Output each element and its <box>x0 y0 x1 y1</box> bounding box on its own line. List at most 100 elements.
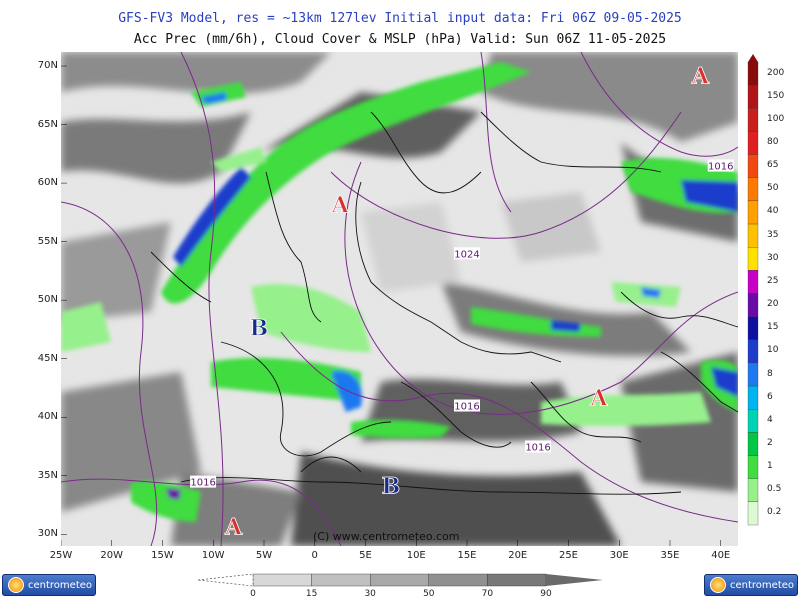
latitude-label: 35N <box>37 469 58 481</box>
precip-scale-label: 25 <box>767 275 779 286</box>
watermark: (C) www.centrometeo.com <box>313 530 459 543</box>
precip-scale-label: 10 <box>767 345 779 356</box>
isobar-label: 1016 <box>707 159 734 173</box>
precip-scale-label: 0.2 <box>767 507 782 518</box>
precip-scale-label: 50 <box>767 183 779 194</box>
precip-color-cell <box>747 61 759 86</box>
cloud-color-cell <box>252 573 312 587</box>
coastlines <box>150 111 738 495</box>
precip-color-cell <box>747 455 759 479</box>
latitude-label: 50N <box>37 294 58 306</box>
precip-color-cell <box>747 84 759 109</box>
svg-text:1016: 1016 <box>525 442 550 453</box>
precip-scale-label: 40 <box>767 206 779 217</box>
low-pressure-center: B <box>382 473 401 499</box>
precip-scale-label: 30 <box>767 252 779 263</box>
longitude-label: 0 <box>311 550 318 561</box>
longitude-label: 25E <box>558 550 578 561</box>
longitude-label: 40E <box>711 550 731 561</box>
cloud-color-cell <box>428 573 488 587</box>
low-pressure-center: B <box>250 315 269 341</box>
isobar-label: 1016 <box>525 440 552 453</box>
cloud-scale-label: 0 <box>250 589 256 599</box>
precip-scale-label: 80 <box>767 137 779 148</box>
precip-scale-label: 150 <box>767 90 785 101</box>
precip-color-cell <box>747 223 759 248</box>
precip-scale-label: 20 <box>767 299 779 310</box>
latitude-label: 65N <box>37 118 58 130</box>
isobar-label: 1016 <box>190 475 217 489</box>
latitude-label: 30N <box>37 528 58 540</box>
precip-color-cell <box>747 293 759 317</box>
precip-color-cell <box>747 501 759 526</box>
precip-color-cell <box>747 247 759 271</box>
graticule <box>61 65 721 546</box>
high-pressure-center: A <box>589 386 608 412</box>
longitude-label: 35E <box>660 550 680 561</box>
latitude-label: 55N <box>37 235 58 247</box>
cloud-color-cell <box>487 573 547 587</box>
longitude-label: 10E <box>406 550 426 561</box>
high-pressure-center: A <box>331 192 350 218</box>
longitude-label: 20E <box>508 550 528 561</box>
precip-scale-label: 8 <box>767 368 773 379</box>
precip-color-cell <box>747 432 759 456</box>
forecast-map: 1016 1024 1016 1016 1016 A A A A B B (C) www.cent… <box>61 52 738 546</box>
svg-text:1016: 1016 <box>454 402 479 413</box>
precipitation-layer <box>61 62 738 522</box>
longitude-label: 15E <box>457 550 477 561</box>
precip-color-cell <box>747 177 759 202</box>
high-pressure-center: A <box>691 64 710 90</box>
longitude-label: 30E <box>609 550 629 561</box>
longitude-label: 20W <box>100 550 124 561</box>
precip-color-cell <box>747 270 759 294</box>
longitude-label: 10W <box>201 550 225 561</box>
precip-scale-label: 65 <box>767 160 779 171</box>
pressure-center-markers: A A A A B B <box>224 63 711 540</box>
isobars <box>61 52 738 546</box>
precip-color-cell <box>747 385 759 410</box>
centrometeo-logo-left[interactable]: centrometeo <box>2 574 96 596</box>
precip-scale-label: 35 <box>767 229 779 240</box>
longitude-label: 5E <box>359 550 372 561</box>
longitude-label: 5W <box>255 550 273 561</box>
cloud-scale-label: 70 <box>481 589 494 599</box>
latitude-label: 60N <box>37 177 58 189</box>
model-info-title: GFS-FV3 Model, res = ~13km 127lev Initia… <box>118 11 682 26</box>
latitude-label: 70N <box>37 60 58 72</box>
svg-text:1024: 1024 <box>454 249 479 260</box>
precip-color-cell <box>747 409 759 433</box>
cloud-cover-colorbar <box>198 573 603 587</box>
cloud-color-cell <box>311 573 371 587</box>
svg-text:1016: 1016 <box>190 478 215 489</box>
precip-color-cell <box>747 478 759 503</box>
precip-colorbar <box>745 54 767 526</box>
precip-color-cell <box>747 362 759 387</box>
cloud-scale-label: 15 <box>305 589 318 599</box>
precip-scale-label: 2 <box>767 437 773 448</box>
precip-scale-label: 6 <box>767 391 773 402</box>
product-valid-title: Acc Prec (mm/6h), Cloud Cover & MSLP (hP… <box>133 32 667 47</box>
cloud-scale-label: 50 <box>423 589 435 599</box>
precip-scale-label: 0.5 <box>767 484 782 495</box>
cloud-color-cell <box>369 573 429 587</box>
precip-scale-label: 200 <box>767 67 785 78</box>
cloud-scale-label: 30 <box>364 589 376 599</box>
precip-color-cell <box>747 131 759 155</box>
svg-text:1016: 1016 <box>708 162 733 173</box>
longitude-label: 25W <box>49 550 73 561</box>
precip-color-cell <box>747 339 759 364</box>
precip-color-cell <box>747 108 759 132</box>
precip-color-cell <box>747 154 759 178</box>
globe-icon <box>710 577 726 593</box>
precip-scale-label: 1 <box>767 461 773 472</box>
longitude-label: 15W <box>151 550 174 561</box>
centrometeo-logo-right[interactable]: centrometeo <box>704 574 798 596</box>
precip-scale-label: 15 <box>767 322 779 333</box>
precip-scale-label: 100 <box>767 113 785 124</box>
precip-color-cell <box>747 316 759 340</box>
latitude-label: 45N <box>37 352 58 364</box>
cloud-scale-label: 90 <box>540 589 552 599</box>
latitude-label: 40N <box>37 411 58 423</box>
globe-icon <box>8 577 24 593</box>
